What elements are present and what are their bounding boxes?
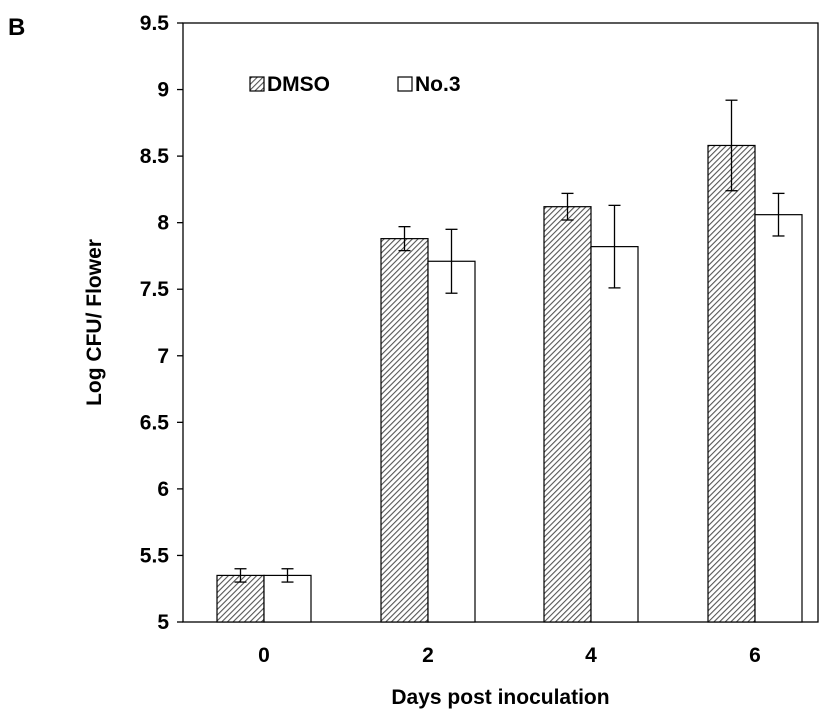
panel-label: B bbox=[8, 14, 25, 41]
y-tick-label: 8.5 bbox=[140, 145, 170, 168]
x-tick-label: 2 bbox=[422, 644, 434, 667]
bar-dmso bbox=[380, 238, 429, 623]
y-tick-label: 5.5 bbox=[140, 544, 170, 567]
y-axis-label: Log CFU/ Flower bbox=[83, 239, 106, 406]
bar-no3 bbox=[427, 260, 476, 623]
bar-no3 bbox=[754, 214, 803, 623]
x-axis-label: Days post inoculation bbox=[391, 686, 609, 709]
bar-dmso bbox=[707, 144, 756, 623]
bar-dmso bbox=[543, 206, 592, 623]
x-tick-label: 4 bbox=[585, 644, 597, 667]
plot-area: 5 5.5 6 6.5 7 7.5 8 8.5 9 9.5 0 2 4 6 bbox=[140, 12, 819, 667]
y-tick-label: 9 bbox=[157, 79, 169, 102]
plot-frame bbox=[182, 22, 819, 623]
legend-swatch-dmso bbox=[249, 76, 265, 92]
y-tick-label: 6.5 bbox=[140, 411, 170, 434]
x-tick-label: 0 bbox=[258, 644, 270, 667]
y-tick-label: 7 bbox=[157, 345, 169, 368]
y-tick-label: 8 bbox=[157, 212, 169, 235]
y-tick-label: 5 bbox=[157, 611, 169, 634]
bar-no3 bbox=[263, 574, 312, 623]
y-tick-label: 6 bbox=[157, 478, 169, 501]
y-tick-label: 7.5 bbox=[140, 278, 170, 301]
x-tick-label: 6 bbox=[749, 644, 761, 667]
legend: DMSO No.3 bbox=[249, 73, 461, 96]
bar-dmso bbox=[216, 574, 265, 623]
legend-label-dmso: DMSO bbox=[267, 73, 330, 96]
y-tick-label: 9.5 bbox=[140, 12, 170, 35]
bar-no3 bbox=[590, 246, 639, 623]
legend-label-no3: No.3 bbox=[415, 73, 461, 96]
legend-swatch-no3 bbox=[397, 76, 413, 92]
